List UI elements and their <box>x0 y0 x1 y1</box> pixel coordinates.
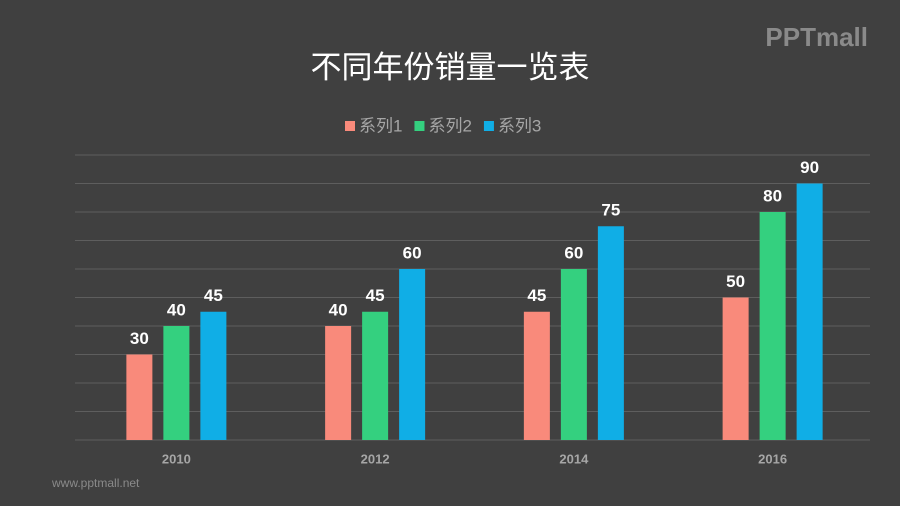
chart-title: 不同年份销量一览表 <box>311 50 590 85</box>
legend-label: 系列3 <box>498 116 541 135</box>
x-tick-label: 2010 <box>162 451 191 466</box>
bar <box>200 311 227 440</box>
bar <box>523 311 550 440</box>
data-label: 40 <box>329 300 348 319</box>
bar <box>126 354 153 440</box>
legend-swatch <box>345 121 355 131</box>
data-label: 45 <box>527 286 546 305</box>
x-tick-label: 2012 <box>361 451 390 466</box>
data-label: 45 <box>204 286 223 305</box>
data-label: 60 <box>403 243 422 262</box>
bar <box>722 297 749 440</box>
data-label: 50 <box>726 272 745 291</box>
data-label: 30 <box>130 329 149 348</box>
data-label: 80 <box>763 186 782 205</box>
footer-url: www.pptmall.net <box>51 476 140 490</box>
x-tick-label: 2014 <box>559 451 589 466</box>
data-label: 45 <box>366 286 385 305</box>
bar <box>796 183 823 440</box>
bar <box>759 212 786 440</box>
bar <box>560 269 587 440</box>
data-label: 75 <box>601 201 620 220</box>
bar <box>399 269 426 440</box>
x-tick-label: 2016 <box>758 451 787 466</box>
bar <box>163 326 190 440</box>
bar <box>362 311 389 440</box>
legend-label: 系列2 <box>428 116 471 135</box>
watermark: PPTmall <box>765 22 868 52</box>
bar <box>325 326 352 440</box>
legend-label: 系列1 <box>359 116 402 135</box>
data-label: 40 <box>167 300 186 319</box>
bar <box>597 226 624 440</box>
data-label: 90 <box>800 158 819 177</box>
legend-swatch <box>483 121 494 131</box>
data-label: 60 <box>564 243 583 262</box>
legend-swatch <box>414 121 425 131</box>
